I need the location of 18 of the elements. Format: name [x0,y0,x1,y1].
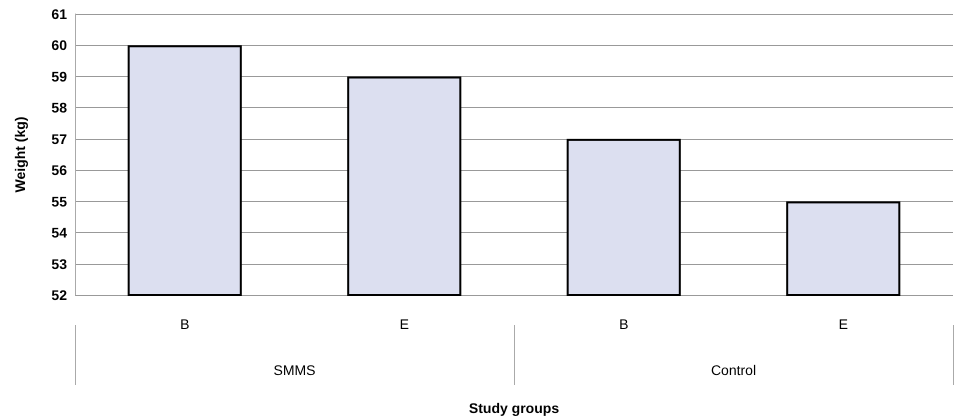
text: SMMS [274,362,316,378]
y-axis-title: Weight (kg) [12,116,28,192]
text: Control [710,362,756,378]
y-tick-label: 59 [51,68,68,84]
x-tick-label: B [619,316,628,332]
x-axis-title: Study groups [468,400,560,416]
x-tick-label: E [838,316,848,332]
y-tick-label: 56 [51,162,68,178]
y-tick-label: 58 [51,100,68,116]
y-tick-label: 55 [51,193,68,210]
y-tick-label: 53 [51,256,68,272]
y-tick-label: 60 [51,37,68,54]
y-tick-label: 57 [51,130,68,147]
x-tick-label: E [400,316,409,332]
y-tick-label: 61 [51,6,68,22]
x-tick-label: B [180,316,190,332]
y-tick-label: 52 [51,287,68,303]
y-tick-label: 54 [51,224,68,241]
